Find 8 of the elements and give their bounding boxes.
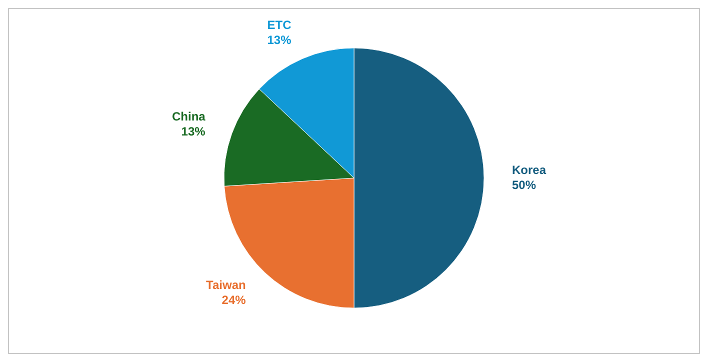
data-label: 13% xyxy=(181,124,206,138)
data-label: 13% xyxy=(267,32,292,47)
slice-label: Taiwan xyxy=(206,278,246,292)
slice-label: Korea xyxy=(512,163,546,177)
data-label: 24% xyxy=(222,293,246,308)
slice-label: China xyxy=(172,109,206,124)
slice-label: ETC xyxy=(267,18,292,32)
data-label: 50% xyxy=(512,178,536,192)
